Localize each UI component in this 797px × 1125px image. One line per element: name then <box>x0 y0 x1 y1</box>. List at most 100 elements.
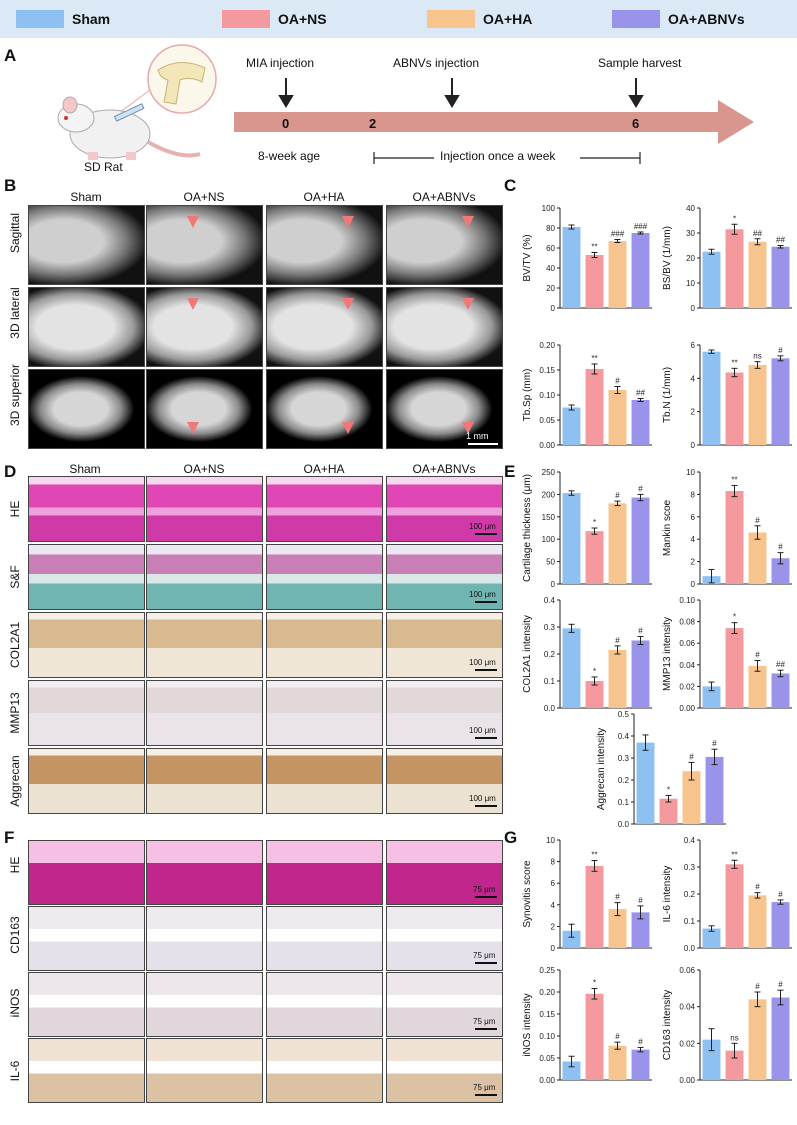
microct-image <box>28 369 145 449</box>
microct-image <box>146 287 263 367</box>
bar <box>771 673 790 708</box>
y-axis-label: iNOS intensity <box>522 993 533 1056</box>
y-tick-label: 2 <box>551 922 556 931</box>
y-tick-label: 8 <box>551 858 556 867</box>
legend-swatch <box>612 10 660 28</box>
legend-swatch <box>222 10 270 28</box>
bar <box>585 865 604 948</box>
histology-image <box>146 544 263 610</box>
synovium-image: 75 μm <box>386 1038 503 1103</box>
y-tick-label: 0.2 <box>684 890 696 899</box>
significance-label: # <box>615 893 620 902</box>
y-tick-label: 0.2 <box>544 650 556 659</box>
y-tick-label: 0.20 <box>539 341 555 350</box>
significance-label: # <box>638 626 643 635</box>
scalebar <box>475 1094 497 1096</box>
histology-image <box>266 476 383 542</box>
y-tick-label: 40 <box>686 204 695 213</box>
bar <box>585 531 604 584</box>
significance-label: ns <box>730 1033 738 1042</box>
y-axis-label: MMP13 intensity <box>662 617 673 691</box>
y-tick-label: 0.5 <box>618 710 630 719</box>
significance-label: * <box>593 518 596 527</box>
bar <box>771 358 790 445</box>
lesion-arrowhead-icon <box>187 298 199 310</box>
panel-letter-a: A <box>4 46 17 65</box>
bar <box>608 649 627 708</box>
significance-label: # <box>778 543 783 552</box>
bar <box>608 390 627 445</box>
y-tick-label: 0.25 <box>539 966 555 975</box>
y-tick-label: 0 <box>691 304 696 313</box>
timeline-tick-2: 2 <box>369 116 377 131</box>
histology-image <box>146 680 263 746</box>
synovium-image <box>146 840 263 905</box>
scalebar-label: 100 μm <box>469 726 496 735</box>
microct-texture <box>147 370 262 448</box>
age-label: 8-week age <box>258 149 321 163</box>
significance-label: # <box>778 890 783 899</box>
bar <box>631 233 650 308</box>
scalebar <box>475 962 497 964</box>
y-tick-label: 0.04 <box>679 1003 695 1012</box>
y-tick-label: 0.0 <box>544 704 556 713</box>
bar <box>702 928 721 948</box>
synovium-image <box>146 906 263 971</box>
significance-label: # <box>638 484 643 493</box>
bar <box>771 997 790 1080</box>
lesion-arrowhead-icon <box>342 216 354 228</box>
bar <box>585 369 604 445</box>
y-tick-label: 0.4 <box>684 836 696 845</box>
scalebar-label: 75 μm <box>473 885 496 894</box>
scalebar-label: 100 μm <box>469 522 496 531</box>
synovium-image <box>28 1038 145 1103</box>
microct-image <box>266 205 383 285</box>
significance-label: * <box>593 667 596 676</box>
bar <box>725 628 744 708</box>
bar <box>636 742 655 824</box>
histology-image: 100 μm <box>386 748 503 814</box>
y-tick-label: 100 <box>542 535 556 544</box>
microct-image <box>146 369 263 449</box>
bar <box>725 372 744 445</box>
significance-label: # <box>689 752 694 761</box>
panel-letter-e: E <box>504 462 516 481</box>
timeline-event-mia: MIA injection <box>246 56 315 70</box>
legend-swatch <box>16 10 64 28</box>
y-tick-label: 0 <box>691 441 696 450</box>
y-tick-label: 0.10 <box>539 391 555 400</box>
microct-texture <box>29 370 144 448</box>
legend-bar: Sham OA+NS OA+HA OA+ABNVs <box>0 0 797 38</box>
lesion-arrowhead-icon <box>187 216 199 228</box>
synovium-image <box>266 1038 383 1103</box>
lesion-arrowhead-icon <box>462 216 474 228</box>
y-tick-label: 50 <box>546 558 555 567</box>
legend-label: OA+ABNVs <box>668 11 745 27</box>
scalebar <box>475 737 497 739</box>
y-tick-label: 6 <box>551 879 556 888</box>
synovium-image <box>28 840 145 905</box>
microct-texture <box>147 288 262 366</box>
scalebar <box>475 669 497 671</box>
y-tick-label: 0.06 <box>679 966 695 975</box>
bar <box>562 628 581 708</box>
synovium-image: 75 μm <box>386 840 503 905</box>
microct-image <box>28 205 145 285</box>
histology-image <box>28 680 145 746</box>
significance-label: # <box>615 636 620 645</box>
microct-texture <box>267 206 382 284</box>
significance-label: ** <box>591 243 597 252</box>
timeline-event-abnvs: ABNVs injection <box>393 56 480 70</box>
lesion-arrowhead-icon <box>342 422 354 434</box>
significance-label: # <box>638 896 643 905</box>
y-tick-label: 30 <box>686 229 695 238</box>
legend-item-oa-ns: OA+NS <box>222 10 327 28</box>
y-tick-label: 0 <box>551 944 556 953</box>
y-tick-label: 0.3 <box>684 863 696 872</box>
bar <box>608 1045 627 1080</box>
y-tick-label: 0.06 <box>679 639 695 648</box>
bar <box>608 909 627 948</box>
scalebar <box>475 601 497 603</box>
y-tick-label: 0.10 <box>539 1032 555 1041</box>
y-axis-label: Aggrecan intensity <box>596 728 607 810</box>
